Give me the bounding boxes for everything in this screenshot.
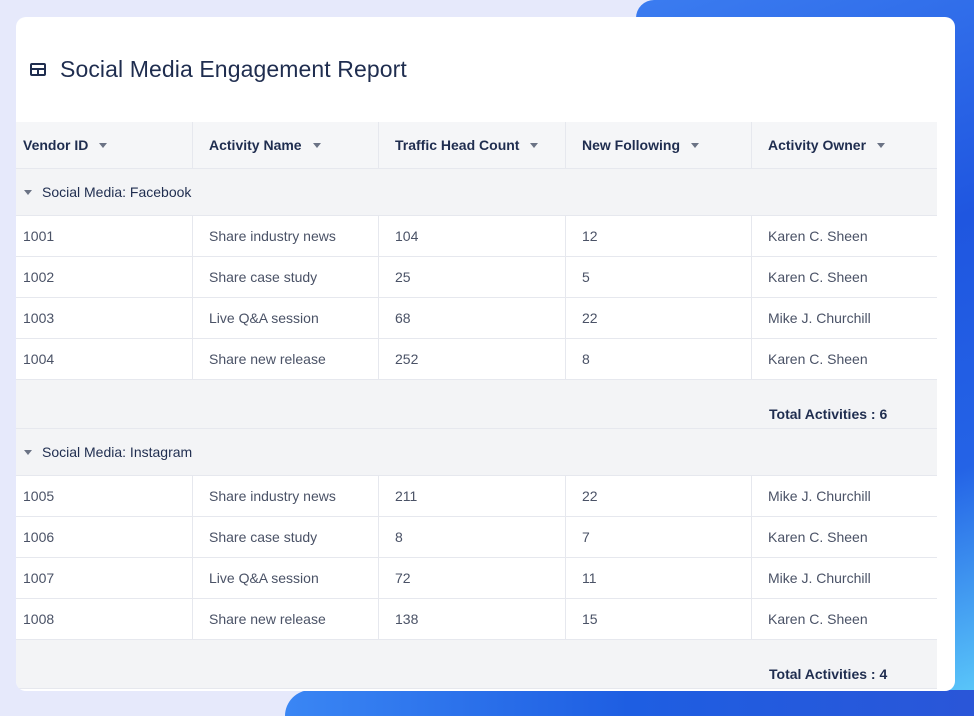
cell-vendor-id: 1007 — [16, 558, 193, 598]
caret-down-icon[interactable] — [99, 142, 108, 148]
cell-vendor-id: 1001 — [16, 216, 193, 256]
group-summary-row: Total Activities : 4 — [16, 640, 937, 689]
cell-activity-name: Share new release — [193, 339, 379, 379]
cell-vendor-id: 1004 — [16, 339, 193, 379]
table-row[interactable]: 1002 Share case study 25 5 Karen C. Shee… — [16, 257, 937, 298]
cell-activity-owner: Karen C. Sheen — [768, 228, 868, 244]
column-header-activity-owner[interactable]: Activity Owner — [752, 122, 937, 168]
cell-traffic-head-count: 104 — [379, 216, 566, 256]
group-summary-total: Total Activities : 6 — [769, 406, 888, 422]
cell-activity-owner: Mike J. Churchill — [768, 488, 871, 504]
cell-new-following: 22 — [566, 298, 752, 338]
cell-vendor-id: 1006 — [16, 517, 193, 557]
table-row[interactable]: 1006 Share case study 8 7 Karen C. Sheen — [16, 517, 937, 558]
table-row[interactable]: 1001 Share industry news 104 12 Karen C.… — [16, 216, 937, 257]
group-label: Social Media: Facebook — [42, 184, 192, 200]
column-header-label: Vendor ID — [23, 137, 89, 153]
caret-down-icon[interactable] — [877, 142, 886, 148]
cell-activity-name: Share industry news — [193, 476, 379, 516]
cell-new-following: 5 — [566, 257, 752, 297]
column-header-new-following[interactable]: New Following — [566, 122, 752, 168]
cell-activity-owner: Karen C. Sheen — [768, 351, 868, 367]
table-icon — [30, 62, 46, 76]
caret-down-icon[interactable] — [24, 449, 32, 455]
column-header-label: Traffic Head Count — [395, 137, 520, 153]
cell-vendor-id: 1005 — [16, 476, 193, 516]
cell-vendor-id: 1003 — [16, 298, 193, 338]
cell-activity-owner: Mike J. Churchill — [768, 310, 871, 326]
grid-header-row: Vendor ID Activity Name Traffic Head Cou… — [16, 122, 937, 169]
caret-down-icon[interactable] — [530, 142, 539, 148]
cell-new-following: 15 — [566, 599, 752, 639]
cell-activity-owner: Karen C. Sheen — [768, 611, 868, 627]
cell-new-following: 7 — [566, 517, 752, 557]
cell-new-following: 12 — [566, 216, 752, 256]
cell-vendor-id: 1008 — [16, 599, 193, 639]
cell-traffic-head-count: 25 — [379, 257, 566, 297]
column-header-traffic-head-count[interactable]: Traffic Head Count — [379, 122, 566, 168]
data-grid: Vendor ID Activity Name Traffic Head Cou… — [16, 122, 937, 689]
cell-activity-owner: Karen C. Sheen — [768, 529, 868, 545]
cell-traffic-head-count: 252 — [379, 339, 566, 379]
table-row[interactable]: 1004 Share new release 252 8 Karen C. Sh… — [16, 339, 937, 380]
table-row[interactable]: 1003 Live Q&A session 68 22 Mike J. Chur… — [16, 298, 937, 339]
background-gradient-bottom — [285, 690, 974, 716]
caret-down-icon[interactable] — [24, 189, 32, 195]
group-summary-total: Total Activities : 4 — [769, 666, 888, 682]
table-row[interactable]: 1008 Share new release 138 15 Karen C. S… — [16, 599, 937, 640]
report-card: Social Media Engagement Report Vendor ID… — [16, 17, 955, 691]
group-header-instagram[interactable]: Social Media: Instagram — [16, 429, 937, 476]
column-header-label: New Following — [582, 137, 680, 153]
cell-new-following: 11 — [566, 558, 752, 598]
column-header-label: Activity Name — [209, 137, 302, 153]
cell-activity-owner: Mike J. Churchill — [768, 570, 871, 586]
cell-activity-name: Live Q&A session — [193, 298, 379, 338]
cell-new-following: 8 — [566, 339, 752, 379]
cell-new-following: 22 — [566, 476, 752, 516]
cell-traffic-head-count: 72 — [379, 558, 566, 598]
cell-activity-name: Live Q&A session — [193, 558, 379, 598]
cell-activity-name: Share industry news — [193, 216, 379, 256]
column-header-label: Activity Owner — [768, 137, 867, 153]
cell-traffic-head-count: 211 — [379, 476, 566, 516]
group-header-facebook[interactable]: Social Media: Facebook — [16, 169, 937, 216]
cell-activity-name: Share new release — [193, 599, 379, 639]
report-header: Social Media Engagement Report — [30, 55, 407, 82]
cell-traffic-head-count: 8 — [379, 517, 566, 557]
table-row[interactable]: 1007 Live Q&A session 72 11 Mike J. Chur… — [16, 558, 937, 599]
cell-activity-owner: Karen C. Sheen — [768, 269, 868, 285]
cell-traffic-head-count: 68 — [379, 298, 566, 338]
cell-vendor-id: 1002 — [16, 257, 193, 297]
table-row[interactable]: 1005 Share industry news 211 22 Mike J. … — [16, 476, 937, 517]
caret-down-icon[interactable] — [691, 142, 699, 148]
cell-activity-name: Share case study — [193, 257, 379, 297]
group-label: Social Media: Instagram — [42, 444, 193, 460]
group-summary-row: Total Activities : 6 — [16, 380, 937, 429]
caret-down-icon[interactable] — [312, 142, 321, 148]
cell-traffic-head-count: 138 — [379, 599, 566, 639]
column-header-vendor-id[interactable]: Vendor ID — [16, 122, 193, 168]
column-header-activity-name[interactable]: Activity Name — [193, 122, 379, 168]
page-title: Social Media Engagement Report — [60, 55, 407, 82]
cell-activity-name: Share case study — [193, 517, 379, 557]
